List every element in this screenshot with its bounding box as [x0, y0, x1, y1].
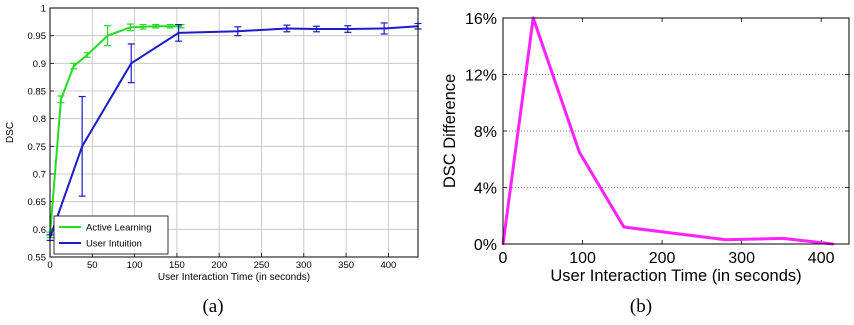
data-point-a-0: [180, 25, 183, 28]
plot-frame-b: [502, 17, 850, 245]
data-point-a-1: [285, 27, 288, 30]
y-tick-label-a: 0.85: [28, 87, 47, 98]
x-tick-label-a: 100: [127, 260, 143, 271]
y-tick-label-b: 16%: [465, 11, 497, 28]
data-point-a-1: [346, 28, 349, 30]
y-tick-label-a: 0.65: [28, 197, 47, 208]
y-tick-label-a: 0.7: [33, 170, 46, 181]
data-point-b-0: [622, 225, 626, 229]
data-point-a-0: [86, 54, 89, 56]
data-point-a-0: [154, 25, 157, 28]
data-point-a-0: [72, 65, 75, 67]
y-tick-label-b: 12%: [465, 68, 497, 85]
y-tick-label-b: 4%: [474, 181, 497, 198]
plot-area-a: [50, 8, 418, 257]
legend-label-a-0: Active Learning: [86, 223, 151, 234]
y-tick-label-b: 8%: [474, 124, 497, 141]
x-tick-label-a: 300: [296, 260, 312, 271]
data-point-a-1: [130, 62, 133, 65]
x-tick-label-b: 100: [569, 250, 596, 267]
x-tick-label-b: 0: [499, 250, 508, 267]
y-axis-label-b: DSC Difference: [441, 74, 459, 188]
data-point-a-1: [236, 30, 239, 33]
x-tick-label-a: 0: [47, 260, 52, 271]
plot-frame-a: [49, 7, 419, 258]
data-point-a-0: [60, 98, 62, 101]
legend-box-a: [53, 215, 169, 255]
y-tick-label-a: 0.75: [28, 142, 47, 153]
y-axis-label-a: DSC: [5, 122, 16, 143]
data-point-b-0: [781, 237, 785, 240]
y-tick-label-a: 1: [41, 4, 46, 15]
legend-label-a-1: User Intuition: [86, 239, 142, 250]
y-tick-label-a: 0.6: [33, 225, 46, 236]
series-line-a-0: [49, 25, 182, 235]
x-tick-label-b: 200: [649, 250, 676, 267]
x-tick-label-a: 200: [211, 260, 227, 271]
y-tick-label-a: 0.9: [33, 59, 46, 70]
data-point-a-0: [106, 34, 109, 37]
y-tick-label-b: 0%: [474, 237, 497, 254]
x-tick-label-a: 50: [87, 260, 98, 271]
data-point-a-0: [142, 25, 144, 28]
data-point-a-1: [81, 145, 84, 148]
chart-a: 0 50 100 150 200 250 300 350 400 0.55 0.6 0.65 0.7 0.…: [5, 4, 422, 317]
chart-b: 0% 4% 8% 12% 16% 0 100 200 300 400 User Interactio…: [441, 11, 850, 317]
x-tick-label-b: 300: [728, 250, 755, 267]
x-tick-label-a: 150: [169, 260, 185, 271]
data-point-a-0: [169, 25, 172, 28]
data-point-a-1: [315, 28, 318, 30]
data-point-b-0: [578, 150, 581, 154]
data-point-a-0: [129, 26, 132, 29]
data-point-b-0: [724, 238, 727, 241]
x-axis-label-b: User Interaction Time (in seconds): [550, 267, 801, 285]
panel-label-b: (b): [630, 296, 652, 317]
data-point-a-1: [177, 32, 180, 34]
y-tick-label-a: 0.95: [28, 31, 47, 42]
series-line-a-1: [49, 25, 419, 238]
x-tick-label-a: 350: [338, 260, 354, 271]
legend-a: Active Learning User Intuition: [53, 215, 169, 255]
y-tick-label-a: 0.55: [28, 253, 47, 264]
x-axis-label-a: User Interaction Time (in seconds): [158, 272, 310, 283]
y-tick-label-a: 0.8: [33, 114, 46, 125]
x-tick-label-b: 400: [808, 250, 835, 267]
x-tick-label-a: 400: [380, 260, 396, 271]
panel-label-a: (a): [202, 296, 223, 317]
data-point-a-1: [383, 27, 386, 30]
x-tick-label-a: 250: [254, 260, 270, 271]
